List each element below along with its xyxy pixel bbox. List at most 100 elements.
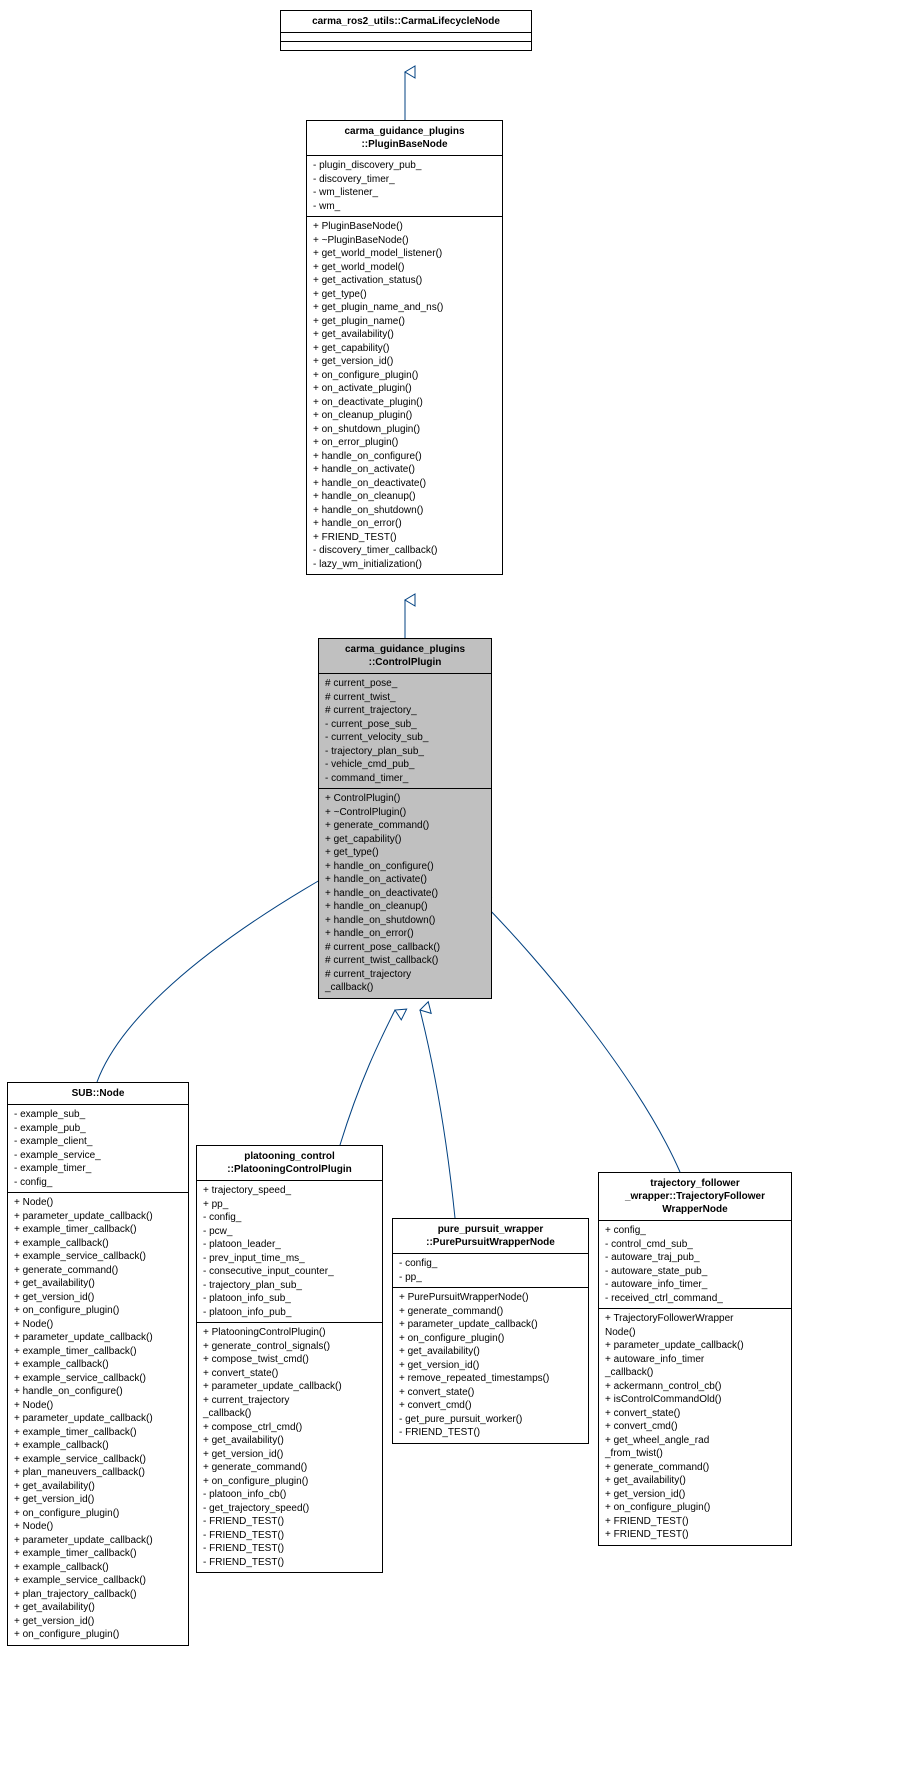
class-title[interactable]: carma_ros2_utils::CarmaLifecycleNode: [281, 11, 531, 33]
op: + Node(): [14, 1318, 182, 1332]
op: + Node(): [14, 1399, 182, 1413]
op: + get_version_id(): [14, 1291, 182, 1305]
attr: # current_pose_: [325, 677, 485, 691]
op: + ~ControlPlugin(): [325, 806, 485, 820]
op: + get_availability(): [203, 1434, 376, 1448]
op: + compose_twist_cmd(): [203, 1353, 376, 1367]
op: + get_world_model_listener(): [313, 247, 496, 261]
op: + convert_cmd(): [399, 1399, 582, 1413]
op: + autoware_info_timer: [605, 1353, 785, 1367]
op: - lazy_wm_initialization(): [313, 558, 496, 572]
op: + isControlCommandOld(): [605, 1393, 785, 1407]
uml-class-controlPlugin[interactable]: carma_guidance_plugins::ControlPlugin# c…: [318, 638, 492, 999]
op: + PlatooningControlPlugin(): [203, 1326, 376, 1340]
op: + on_configure_plugin(): [313, 369, 496, 383]
attr: - autoware_state_pub_: [605, 1265, 785, 1279]
op: + get_availability(): [313, 328, 496, 342]
op: - FRIEND_TEST(): [203, 1542, 376, 1556]
class-title[interactable]: carma_guidance_plugins::ControlPlugin: [319, 639, 491, 674]
class-attributes: - example_sub_- example_pub_- example_cl…: [8, 1105, 188, 1193]
op: + convert_state(): [203, 1367, 376, 1381]
attr: + trajectory_speed_: [203, 1184, 376, 1198]
op: + current_trajectory: [203, 1394, 376, 1408]
op: + parameter_update_callback(): [14, 1534, 182, 1548]
op: + handle_on_shutdown(): [325, 914, 485, 928]
class-title[interactable]: pure_pursuit_wrapper::PurePursuitWrapper…: [393, 1219, 588, 1254]
op: + convert_state(): [605, 1407, 785, 1421]
op: # current_twist_callback(): [325, 954, 485, 968]
attr: - prev_input_time_ms_: [203, 1252, 376, 1266]
op: + plan_trajectory_callback(): [14, 1588, 182, 1602]
attr: - wm_listener_: [313, 186, 496, 200]
class-title[interactable]: trajectory_follower_wrapper::TrajectoryF…: [599, 1173, 791, 1221]
attr: - pcw_: [203, 1225, 376, 1239]
class-operations: + PluginBaseNode()+ ~PluginBaseNode()+ g…: [307, 217, 502, 574]
attr: - platoon_leader_: [203, 1238, 376, 1252]
op: + parameter_update_callback(): [399, 1318, 582, 1332]
class-attributes: # current_pose_# current_twist_# current…: [319, 674, 491, 789]
attr: - pp_: [399, 1271, 582, 1285]
inheritance-edge: [480, 900, 680, 1172]
op: + get_version_id(): [14, 1493, 182, 1507]
op: + handle_on_configure(): [325, 860, 485, 874]
op: + generate_command(): [605, 1461, 785, 1475]
op: _callback(): [605, 1366, 785, 1380]
attr: - example_client_: [14, 1135, 182, 1149]
op: + get_availability(): [14, 1601, 182, 1615]
op: + get_type(): [325, 846, 485, 860]
op: + generate_command(): [399, 1305, 582, 1319]
op: + get_plugin_name_and_ns(): [313, 301, 496, 315]
attr: - current_pose_sub_: [325, 718, 485, 732]
op: + example_service_callback(): [14, 1250, 182, 1264]
attr: # current_twist_: [325, 691, 485, 705]
class-title[interactable]: SUB::Node: [8, 1083, 188, 1105]
op: + FRIEND_TEST(): [605, 1528, 785, 1542]
attr: - wm_: [313, 200, 496, 214]
attr: - control_cmd_sub_: [605, 1238, 785, 1252]
op: + get_version_id(): [605, 1488, 785, 1502]
uml-class-purePursuit[interactable]: pure_pursuit_wrapper::PurePursuitWrapper…: [392, 1218, 589, 1444]
op: + handle_on_error(): [313, 517, 496, 531]
op: + on_configure_plugin(): [14, 1304, 182, 1318]
op: + convert_state(): [399, 1386, 582, 1400]
op: + example_service_callback(): [14, 1574, 182, 1588]
attr: - example_sub_: [14, 1108, 182, 1122]
op: - discovery_timer_callback(): [313, 544, 496, 558]
attr: - command_timer_: [325, 772, 485, 786]
attr: - trajectory_plan_sub_: [325, 745, 485, 759]
op: + get_version_id(): [203, 1448, 376, 1462]
op: + handle_on_cleanup(): [313, 490, 496, 504]
op: + get_version_id(): [399, 1359, 582, 1373]
attr: - consecutive_input_counter_: [203, 1265, 376, 1279]
op: + generate_command(): [14, 1264, 182, 1278]
attr: - platoon_info_sub_: [203, 1292, 376, 1306]
uml-class-pluginBase[interactable]: carma_guidance_plugins::PluginBaseNode- …: [306, 120, 503, 575]
class-operations: + Node() + parameter_update_callback() + e…: [8, 1193, 188, 1645]
class-title[interactable]: carma_guidance_plugins::PluginBaseNode: [307, 121, 502, 156]
op: + generate_command(): [203, 1461, 376, 1475]
op: + get_type(): [313, 288, 496, 302]
op: + parameter_update_callback(): [605, 1339, 785, 1353]
op: + handle_on_error(): [325, 927, 485, 941]
op: + example_timer_callback(): [14, 1426, 182, 1440]
op: # current_pose_callback(): [325, 941, 485, 955]
attr: + pp_: [203, 1198, 376, 1212]
class-title[interactable]: platooning_control::PlatooningControlPlu…: [197, 1146, 382, 1181]
uml-class-trajectoryFollower[interactable]: trajectory_follower_wrapper::TrajectoryF…: [598, 1172, 792, 1546]
op: - FRIEND_TEST(): [399, 1426, 582, 1440]
attr: - received_ctrl_command_: [605, 1292, 785, 1306]
op: + plan_maneuvers_callback(): [14, 1466, 182, 1480]
op: + on_error_plugin(): [313, 436, 496, 450]
op: + on_activate_plugin(): [313, 382, 496, 396]
op: + get_capability(): [325, 833, 485, 847]
op: + example_service_callback(): [14, 1372, 182, 1386]
uml-class-subNode[interactable]: SUB::Node- example_sub_- example_pub_- e…: [7, 1082, 189, 1646]
attr: - vehicle_cmd_pub_: [325, 758, 485, 772]
op: + get_world_model(): [313, 261, 496, 275]
op: + handle_on_cleanup(): [325, 900, 485, 914]
op: + example_callback(): [14, 1237, 182, 1251]
op: + example_timer_callback(): [14, 1223, 182, 1237]
op: Node(): [605, 1326, 785, 1340]
uml-class-carmaLifecycle[interactable]: carma_ros2_utils::CarmaLifecycleNode: [280, 10, 532, 51]
uml-class-platooning[interactable]: platooning_control::PlatooningControlPlu…: [196, 1145, 383, 1573]
